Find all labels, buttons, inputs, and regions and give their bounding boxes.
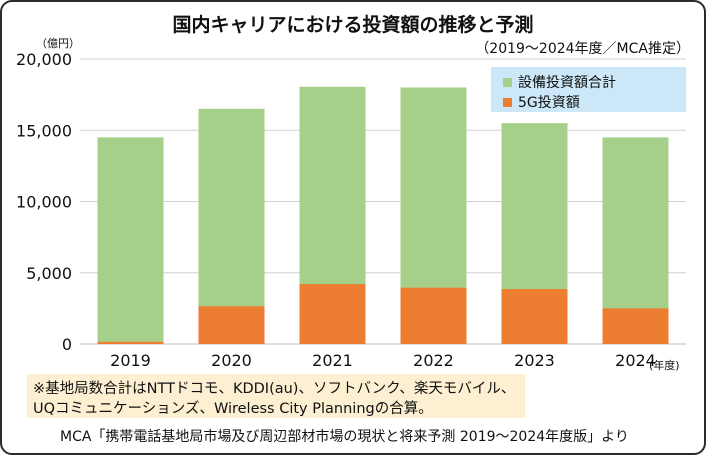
gridlines: [80, 58, 686, 345]
bar-5g-2023: [501, 289, 568, 344]
legend-swatch-5g: [503, 97, 512, 107]
bar-5g-2020: [198, 306, 265, 344]
x-tick-labels: 2019 2020 2021 2022 2023 2024: [110, 351, 656, 370]
footnote-line-2: UQコミュニケーションズ、Wireless City Planningの合算。: [33, 401, 433, 417]
x-tick-label: 2024: [615, 351, 656, 370]
source-note: MCA「携帯電話基地局市場及び周辺部材市場の現状と将来予測 2019～2024年…: [60, 429, 629, 445]
legend-label-5g: 5G投資額: [518, 95, 580, 111]
y-tick-labels: 0 5,000 10,000 15,000 20,000: [16, 50, 72, 354]
bars: [97, 86, 669, 344]
bar-5g-2021: [299, 284, 366, 344]
x-tick-label: 2023: [514, 351, 555, 370]
legend: 設備投資額合計 5G投資額: [491, 67, 686, 112]
x-tick-label: 2019: [110, 351, 151, 370]
legend-item-5g: 5G投資額: [503, 92, 580, 112]
y-tick-label: 0: [62, 335, 72, 354]
x-axis-unit: (年度): [649, 359, 680, 372]
bar-5g-2022: [400, 287, 467, 344]
y-tick-label: 10,000: [16, 193, 72, 212]
chart-title: 国内キャリアにおける投資額の推移と予測: [172, 14, 534, 36]
bar-total-2020: [198, 108, 265, 344]
y-tick-label: 15,000: [16, 121, 72, 140]
legend-item-total: 設備投資額合計: [503, 72, 616, 92]
y-axis-unit: （億円）: [36, 37, 80, 50]
bar-total-2019: [97, 137, 164, 344]
x-tick-label: 2021: [312, 351, 353, 370]
y-tick-label: 5,000: [26, 264, 72, 283]
footnote-box: ※基地局数合計はNTTドコモ、KDDI(au)、ソフトバンク、楽天モバイル、 U…: [27, 374, 525, 418]
x-tick-label: 2022: [413, 351, 454, 370]
bar-5g-2019: [97, 341, 164, 344]
x-tick-label: 2020: [211, 351, 252, 370]
bar-5g-2024: [602, 308, 669, 344]
legend-swatch-total: [503, 77, 512, 87]
y-tick-label: 20,000: [16, 50, 72, 69]
footnote-line-1: ※基地局数合計はNTTドコモ、KDDI(au)、ソフトバンク、楽天モバイル、: [33, 381, 516, 397]
legend-label-total: 設備投資額合計: [518, 75, 616, 91]
chart-subtitle: （2019～2024年度／MCA推定）: [475, 41, 690, 57]
